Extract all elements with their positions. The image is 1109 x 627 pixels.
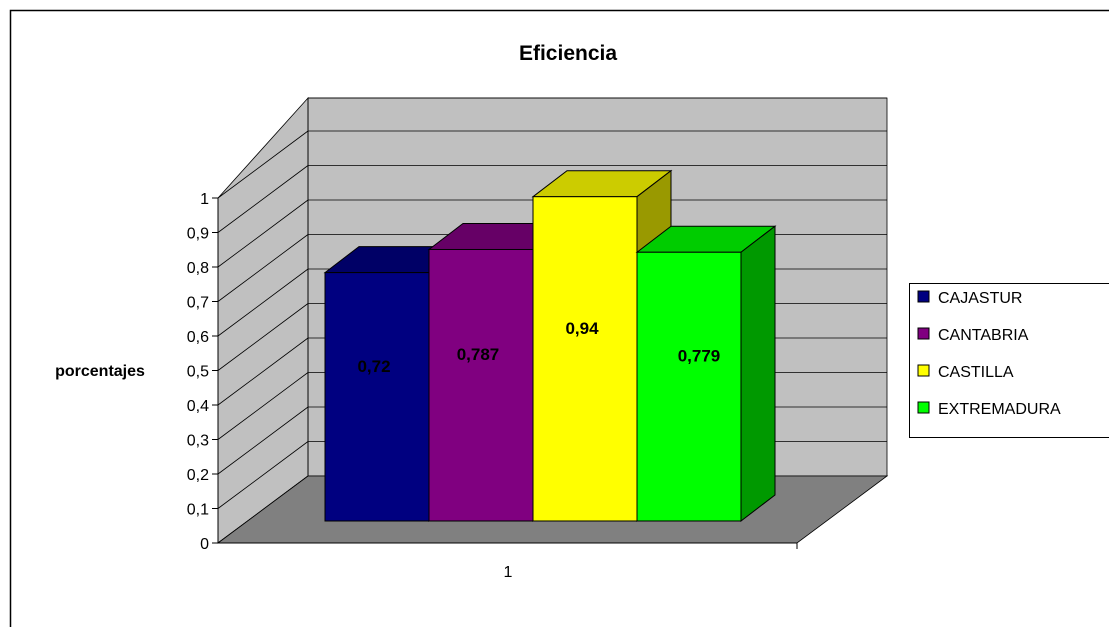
bar-front — [324, 272, 430, 522]
gridline-side — [217, 406, 309, 475]
data-label-cajastur: 0,72 — [357, 357, 390, 376]
bar-front — [636, 251, 742, 522]
gridline-side — [217, 303, 309, 371]
y-tick-label: 0,9 — [187, 226, 209, 243]
legend: CAJASTUR CANTABRIA CASTILLA EXTREMADURA — [909, 283, 1109, 438]
bar-front — [428, 248, 534, 522]
legend-box — [909, 283, 1109, 438]
legend-swatch — [917, 327, 930, 340]
gridline-side — [217, 234, 309, 302]
data-label-extremadura: 0,779 — [678, 347, 721, 366]
gridline-side — [217, 337, 309, 406]
y-axis-label: porcentajes — [55, 363, 145, 380]
gridline-side — [217, 268, 309, 337]
chart-title: Eficiencia — [519, 42, 617, 65]
y-tick-label: 0,4 — [187, 398, 209, 415]
bar-extremadura — [635, 225, 777, 523]
y-tick-label: 0,2 — [187, 467, 209, 484]
gridline-side — [217, 441, 309, 509]
legend-swatch — [917, 364, 930, 377]
y-tick-label: 0 — [200, 536, 209, 553]
legend-swatch — [917, 401, 930, 414]
legend-label: CANTABRIA — [938, 327, 1029, 344]
y-tick-label: 0,3 — [187, 433, 209, 450]
gridline-side — [217, 130, 309, 199]
y-tick-labels: 0 0,1 0,2 0,3 0,4 0,5 0,6 0,7 0,8 0,9 1 — [187, 191, 209, 553]
y-tick-label: 0,5 — [187, 364, 209, 381]
legend-swatch — [917, 290, 930, 303]
data-label-cantabria: 0,787 — [457, 345, 500, 364]
axes — [212, 98, 798, 549]
y-tick-label: 0,7 — [187, 295, 209, 312]
legend-label: EXTREMADURA — [938, 401, 1061, 418]
legend-label: CASTILLA — [938, 364, 1014, 381]
gridline-side — [217, 372, 309, 440]
x-tick-label: 1 — [504, 564, 513, 581]
data-label-castilla: 0,94 — [565, 319, 599, 338]
data-labels: 0,72 0,787 0,94 0,779 — [357, 319, 720, 376]
y-tick-label: 0,6 — [187, 329, 209, 346]
bar-side — [740, 225, 776, 523]
y-tick-label: 0,1 — [187, 502, 209, 519]
bar-front — [532, 196, 638, 522]
bars — [323, 169, 777, 523]
legend-label: CAJASTUR — [938, 290, 1022, 307]
y-tick-label: 0,8 — [187, 260, 209, 277]
gridline-side — [217, 199, 309, 268]
y-tick-label: 1 — [200, 191, 209, 208]
gridline-side — [217, 165, 309, 233]
